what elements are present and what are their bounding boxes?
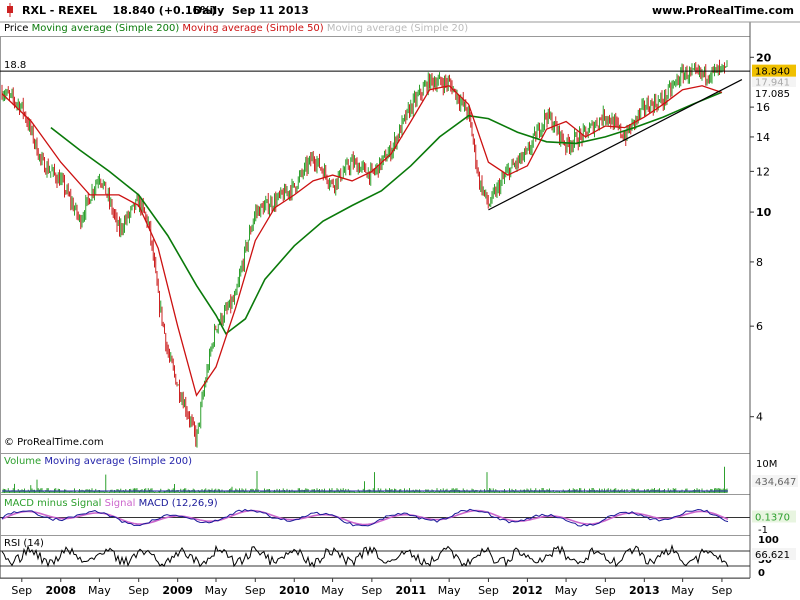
price-tick-label: 16 — [756, 101, 770, 114]
volume-tick-label: 10M — [756, 459, 777, 470]
time-tick-label: May — [88, 584, 111, 597]
macd-line-legend: MACD (12,26,9) — [138, 498, 218, 509]
rsi-tick-label: 50 — [758, 555, 772, 566]
rsi-last-bg — [752, 548, 796, 560]
price-legend-prefix: Price — [4, 23, 29, 34]
rsi-panel-frame — [0, 535, 751, 579]
macd-signal-legend: Signal — [104, 498, 136, 509]
rsi-tick-label: 100 — [758, 535, 779, 546]
macd-last-bg — [752, 510, 796, 523]
price-tick-label: 8 — [756, 256, 763, 269]
copyright-label: © ProRealTime.com — [4, 437, 104, 448]
price-tick-label: 6 — [756, 320, 763, 333]
volume-legend: Volume Moving average (Simple 200) — [4, 456, 192, 467]
support-trendline — [488, 79, 743, 211]
macd-tick-label: 0.1370 — [755, 513, 790, 524]
price-panel-frame — [0, 36, 751, 454]
website-label: www.ProRealTime.com — [651, 4, 794, 17]
price-last-value: 18.840 — [755, 67, 790, 78]
time-tick-label: May — [671, 584, 694, 597]
time-tick-label: May — [555, 584, 578, 597]
time-tick-label: 2011 — [396, 584, 427, 597]
time-tick-label: 2012 — [512, 584, 543, 597]
ma20-legend: Moving average (Simple 20) — [326, 23, 469, 34]
axis-area — [750, 22, 800, 582]
price-tick-label: 10 — [756, 206, 772, 219]
title-symbol: RXL - REXEL 18.840 (+0.16%) — [22, 4, 217, 17]
ma50-line — [1, 85, 723, 397]
ma200-legend: Moving average (Simple 200) — [31, 23, 180, 34]
resistance-label: 18.8 — [4, 60, 26, 71]
time-tick-label: Sep — [245, 584, 266, 597]
price-legend: Price Moving average (Simple 200) Moving… — [4, 23, 468, 34]
volume-last-value: 434,647 — [755, 477, 796, 488]
macd-legend: MACD minus Signal Signal MACD (12,26,9) — [4, 498, 218, 509]
ma50-last-value-bg — [752, 86, 796, 99]
candles-group — [1, 59, 728, 448]
volume-last-bg — [752, 475, 798, 487]
time-tick-label: 2009 — [162, 584, 193, 597]
ma50-legend: Moving average (Simple 50) — [182, 23, 324, 34]
price-tick-label: 20 — [756, 51, 772, 64]
price-tick-label: 12 — [756, 165, 770, 178]
volume-group — [1, 466, 728, 493]
ma20-last-value-bg — [752, 75, 796, 88]
macd-line — [1, 508, 729, 527]
price-last-value-bg — [752, 64, 796, 77]
macd-hist-legend: MACD minus Signal — [4, 498, 102, 509]
ma50-last-value: 17.085 — [755, 89, 790, 100]
rsi-legend: RSI (14) — [4, 538, 44, 549]
macd-tick-label: -1 — [758, 525, 768, 536]
time-tick-label: May — [205, 584, 228, 597]
time-tick-label: 2008 — [45, 584, 76, 597]
time-tick-label: 2010 — [279, 584, 310, 597]
time-tick-label: Sep — [11, 584, 32, 597]
ma20-last-value: 17.941 — [755, 78, 790, 89]
time-tick-label: May — [438, 584, 461, 597]
price-tick-label: 14 — [756, 131, 770, 144]
time-tick-label: Sep — [128, 584, 149, 597]
time-tick-label: Sep — [712, 584, 733, 597]
volume-ma-legend: Moving average (Simple 200) — [44, 456, 193, 467]
rsi-tick-label: 0 — [758, 568, 765, 579]
time-tick-label: Sep — [478, 584, 499, 597]
time-tick-label: Sep — [361, 584, 382, 597]
time-tick-label: May — [321, 584, 344, 597]
rsi-line — [1, 543, 729, 569]
title-period-date: Daily Sep 11 2013 — [193, 4, 309, 17]
time-tick-label: 2013 — [629, 584, 660, 597]
volume-legend-prefix: Volume — [4, 456, 42, 467]
chart-header: RXL - REXEL 18.840 (+0.16%) Daily Sep 11… — [0, 0, 800, 22]
ma200-line — [50, 91, 723, 335]
rsi-last-value: 66.621 — [755, 550, 790, 561]
time-tick-label: Sep — [595, 584, 616, 597]
candlestick-icon — [4, 3, 16, 17]
macd-signal-line — [1, 509, 729, 526]
price-tick-label: 4 — [756, 411, 763, 424]
